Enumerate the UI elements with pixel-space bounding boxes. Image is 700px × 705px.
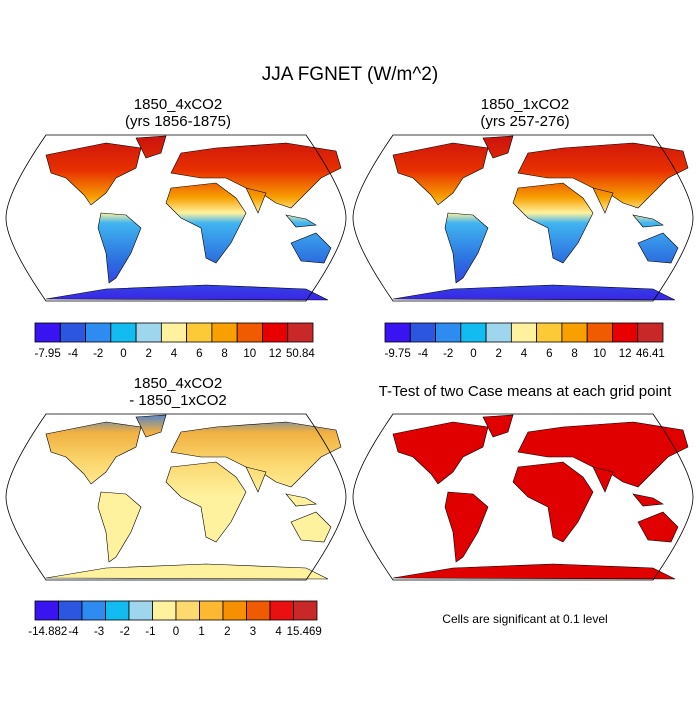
panel-title: 1850_1xCO2	[481, 96, 569, 113]
colorbar-box	[222, 600, 247, 621]
colorbar-box	[435, 322, 462, 343]
colorbar-box	[586, 322, 613, 343]
colorbar-box	[287, 322, 314, 343]
panel-title: T-Test of two Case means at each grid po…	[379, 383, 672, 400]
colorbar-label: 3	[250, 626, 256, 638]
colorbar-box	[135, 322, 162, 343]
colorbar-label: -2	[443, 348, 453, 360]
colorbar-label: 8	[571, 348, 577, 360]
colorbar-box	[34, 322, 61, 343]
colorbar-box	[199, 600, 224, 621]
colorbar-box	[175, 600, 200, 621]
panel-title: (yrs 257-276)	[480, 113, 569, 130]
colorbar-box	[58, 600, 83, 621]
colorbar-box	[152, 600, 177, 621]
colorbar-label: -1	[145, 626, 155, 638]
colorbar-label: 2	[224, 626, 230, 638]
colorbar-label: 12	[269, 348, 282, 360]
map	[352, 134, 694, 302]
map	[5, 413, 347, 581]
colorbar-label: -3	[94, 626, 104, 638]
panel-title: - 1850_1xCO2	[129, 392, 227, 409]
colorbar-box	[236, 322, 263, 343]
colorbar-label: -2	[93, 348, 103, 360]
colorbar-box	[246, 600, 271, 621]
colorbar-label: 2	[146, 348, 152, 360]
panel-title: (yrs 1856-1875)	[125, 113, 231, 130]
map	[352, 413, 694, 581]
colorbar-box	[262, 322, 289, 343]
colorbar-label: -4	[68, 348, 79, 360]
colorbar-label: 4	[521, 348, 528, 360]
colorbar-label: 6	[546, 348, 552, 360]
colorbar-box	[110, 322, 137, 343]
colorbar-box	[85, 322, 112, 343]
colorbar-box	[186, 322, 213, 343]
colorbar-box	[561, 322, 588, 343]
colorbar-box	[612, 322, 639, 343]
colorbar-box	[637, 322, 664, 343]
colorbar-label: 0	[173, 626, 179, 638]
panel-title: 1850_4xCO2	[134, 96, 222, 113]
colorbar-box	[105, 600, 130, 621]
colorbar-label: 15.469	[287, 626, 322, 638]
map	[5, 134, 347, 302]
colorbar-label: 10	[243, 348, 256, 360]
colorbar-label: 10	[593, 348, 606, 360]
colorbar-label: 4	[171, 348, 178, 360]
colorbar-box	[384, 322, 411, 343]
colorbar-box	[460, 322, 487, 343]
colorbar-label: 50.84	[286, 348, 315, 360]
colorbar-box	[160, 322, 188, 343]
panel-note: Cells are significant at 0.1 level	[442, 612, 607, 626]
colorbar-label: 6	[196, 348, 202, 360]
colorbar-box	[485, 322, 512, 343]
figure-title: JJA FGNET (W/m^2)	[262, 64, 438, 85]
colorbar-label: -2	[120, 626, 130, 638]
colorbar-label: -14.882	[28, 626, 67, 638]
colorbar-label: -9.75	[385, 348, 411, 360]
colorbar-label: 4	[275, 626, 282, 638]
colorbar-box	[510, 322, 538, 343]
colorbar-box	[536, 322, 563, 343]
colorbar-box	[59, 322, 86, 343]
colorbar-label: 12	[619, 348, 632, 360]
colorbar-label: 8	[221, 348, 227, 360]
colorbar-label: -7.95	[35, 348, 61, 360]
colorbar-box	[81, 600, 106, 621]
colorbar-box	[128, 600, 153, 621]
panel-title: 1850_4xCO2	[134, 375, 222, 392]
colorbar-label: 1	[198, 626, 204, 638]
colorbar-box	[293, 600, 318, 621]
colorbar-label: 46.41	[636, 348, 665, 360]
colorbar-label: -4	[418, 348, 429, 360]
colorbar-box	[409, 322, 436, 343]
colorbar-label: -4	[68, 626, 79, 638]
colorbar-label: 2	[496, 348, 502, 360]
colorbar-label: 0	[120, 348, 126, 360]
colorbar-box	[34, 600, 59, 621]
colorbar-box	[211, 322, 238, 343]
colorbar-label: 0	[470, 348, 476, 360]
colorbar-box	[269, 600, 294, 621]
